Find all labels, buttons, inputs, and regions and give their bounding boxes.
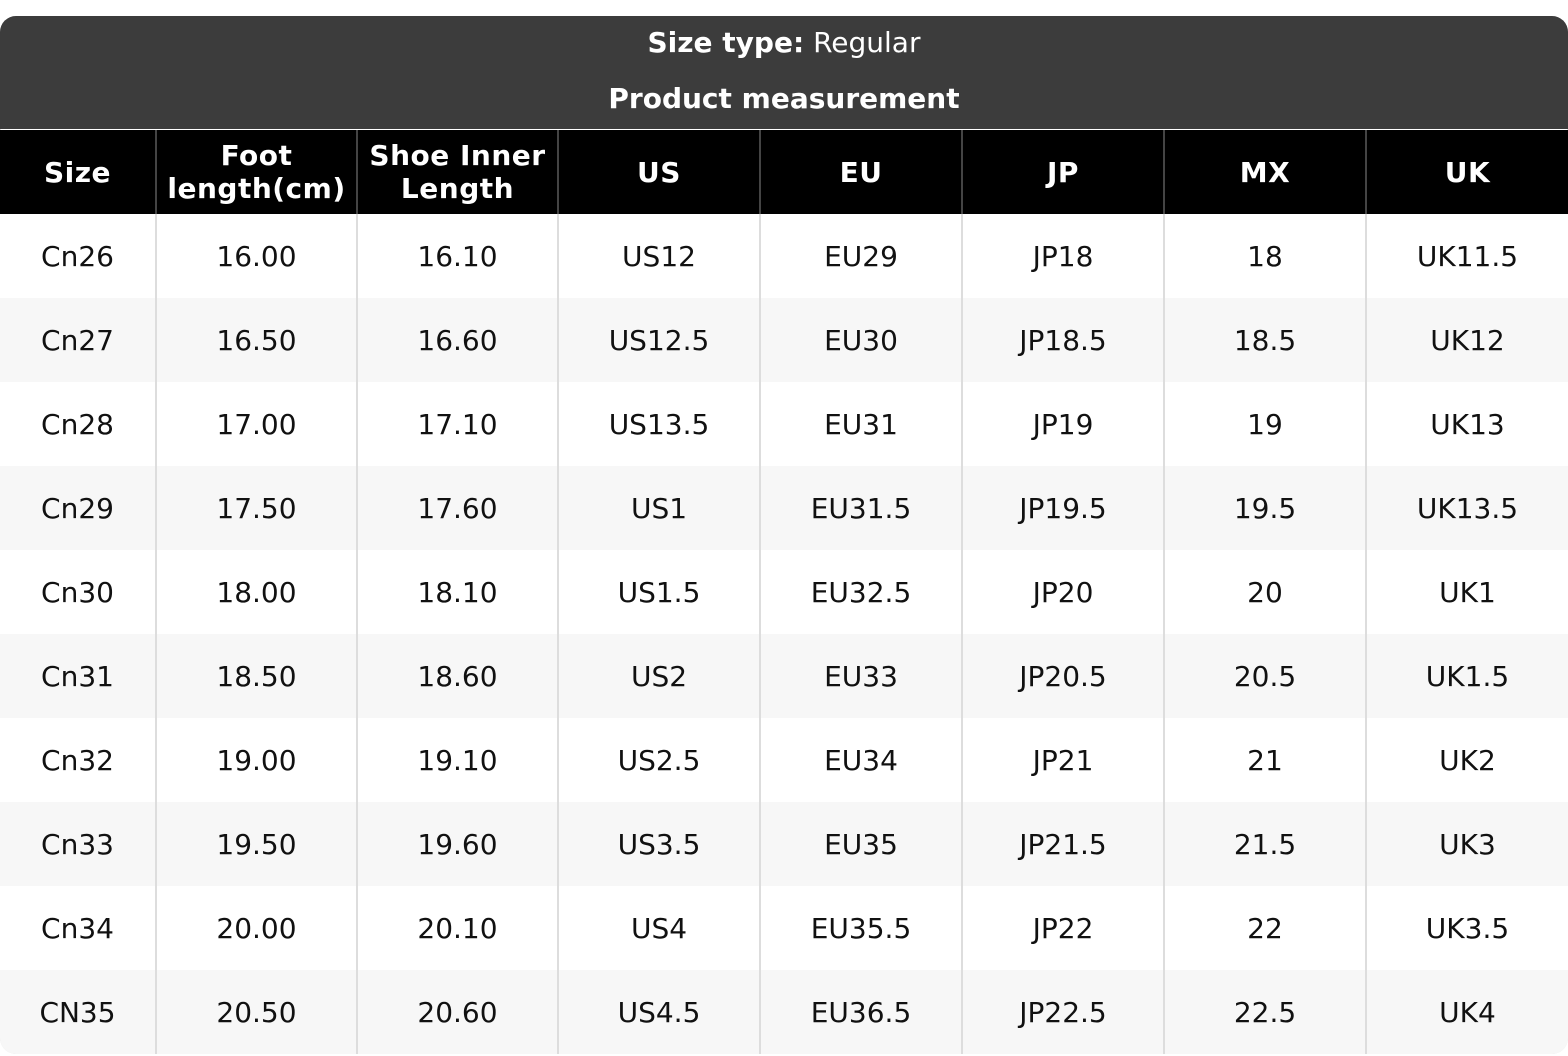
table-cell: 16.60 <box>356 298 557 382</box>
table-cell: CN35 <box>0 970 155 1054</box>
column-header: US <box>557 130 759 214</box>
table-cell: Cn34 <box>0 886 155 970</box>
table-cell: UK3.5 <box>1365 886 1568 970</box>
table-cell: UK1 <box>1365 550 1568 634</box>
table-cell: Cn33 <box>0 802 155 886</box>
subtitle: Product measurement <box>608 82 960 115</box>
table-cell: JP22.5 <box>961 970 1163 1054</box>
table-cell: 17.10 <box>356 382 557 466</box>
size-chart: Size type: Regular Product measurement S… <box>0 16 1568 1054</box>
size-type-label: Size type: <box>647 26 805 59</box>
column-header: Size <box>0 130 155 214</box>
column-header: MX <box>1163 130 1365 214</box>
table-cell: EU31.5 <box>759 466 961 550</box>
table-cell: 20.60 <box>356 970 557 1054</box>
table-cell: UK12 <box>1365 298 1568 382</box>
table-cell: JP21 <box>961 718 1163 802</box>
table-cell: JP20.5 <box>961 634 1163 718</box>
table-cell: US3.5 <box>557 802 759 886</box>
table-cell: Cn32 <box>0 718 155 802</box>
table-cell: EU30 <box>759 298 961 382</box>
table-cell: 18.10 <box>356 550 557 634</box>
table-cell: Cn31 <box>0 634 155 718</box>
table-cell: 16.10 <box>356 214 557 298</box>
table-cell: 17.00 <box>155 382 356 466</box>
table-cell: US12.5 <box>557 298 759 382</box>
table-cell: JP19.5 <box>961 466 1163 550</box>
table-cell: EU35 <box>759 802 961 886</box>
table-cell: US2 <box>557 634 759 718</box>
table-cell: UK3 <box>1365 802 1568 886</box>
table-cell: JP20 <box>961 550 1163 634</box>
size-type-value: Regular <box>813 26 921 59</box>
table-cell: 19.50 <box>155 802 356 886</box>
table-cell: Cn27 <box>0 298 155 382</box>
size-type: Size type: Regular <box>0 26 1568 60</box>
table-cell: US4 <box>557 886 759 970</box>
table-cell: US12 <box>557 214 759 298</box>
table-cell: 19.00 <box>155 718 356 802</box>
column-header: UK <box>1365 130 1568 214</box>
table-cell: JP18 <box>961 214 1163 298</box>
table-cell: EU29 <box>759 214 961 298</box>
table-cell: 19.60 <box>356 802 557 886</box>
table-cell: US2.5 <box>557 718 759 802</box>
column-header: Foot length(cm) <box>155 130 356 214</box>
table-cell: 21 <box>1163 718 1365 802</box>
table-cell: 19 <box>1163 382 1365 466</box>
table-cell: Cn30 <box>0 550 155 634</box>
table-cell: US13.5 <box>557 382 759 466</box>
table-cell: 17.60 <box>356 466 557 550</box>
table-cell: US4.5 <box>557 970 759 1054</box>
table-cell: UK13.5 <box>1365 466 1568 550</box>
table-cell: 22 <box>1163 886 1365 970</box>
table-cell: Cn29 <box>0 466 155 550</box>
table-cell: 16.50 <box>155 298 356 382</box>
table-cell: JP18.5 <box>961 298 1163 382</box>
table-cell: EU32.5 <box>759 550 961 634</box>
table-header: Size type: Regular Product measurement <box>0 16 1568 129</box>
table-cell: EU34 <box>759 718 961 802</box>
table-cell: EU35.5 <box>759 886 961 970</box>
table-cell: 16.00 <box>155 214 356 298</box>
table-cell: UK4 <box>1365 970 1568 1054</box>
table-cell: 20.00 <box>155 886 356 970</box>
table-cell: 18.00 <box>155 550 356 634</box>
table-cell: 18.60 <box>356 634 557 718</box>
table-cell: 18.5 <box>1163 298 1365 382</box>
column-header: Shoe Inner Length <box>356 130 557 214</box>
table-cell: UK1.5 <box>1365 634 1568 718</box>
table-cell: EU36.5 <box>759 970 961 1054</box>
table-cell: 19.5 <box>1163 466 1365 550</box>
table-cell: 20.10 <box>356 886 557 970</box>
table-cell: 19.10 <box>356 718 557 802</box>
table-cell: EU33 <box>759 634 961 718</box>
column-header: JP <box>961 130 1163 214</box>
column-header: EU <box>759 130 961 214</box>
table-cell: Cn26 <box>0 214 155 298</box>
table-cell: JP22 <box>961 886 1163 970</box>
table-cell: 18.50 <box>155 634 356 718</box>
table-cell: Cn28 <box>0 382 155 466</box>
table-cell: US1.5 <box>557 550 759 634</box>
table-cell: EU31 <box>759 382 961 466</box>
table-cell: 22.5 <box>1163 970 1365 1054</box>
table-cell: UK13 <box>1365 382 1568 466</box>
table-cell: US1 <box>557 466 759 550</box>
table-cell: 20 <box>1163 550 1365 634</box>
table-cell: 20.5 <box>1163 634 1365 718</box>
table-cell: 20.50 <box>155 970 356 1054</box>
table-cell: UK2 <box>1365 718 1568 802</box>
table-cell: 18 <box>1163 214 1365 298</box>
table-cell: 17.50 <box>155 466 356 550</box>
table-cell: 21.5 <box>1163 802 1365 886</box>
table-cell: UK11.5 <box>1365 214 1568 298</box>
table-cell: JP21.5 <box>961 802 1163 886</box>
table-cell: JP19 <box>961 382 1163 466</box>
